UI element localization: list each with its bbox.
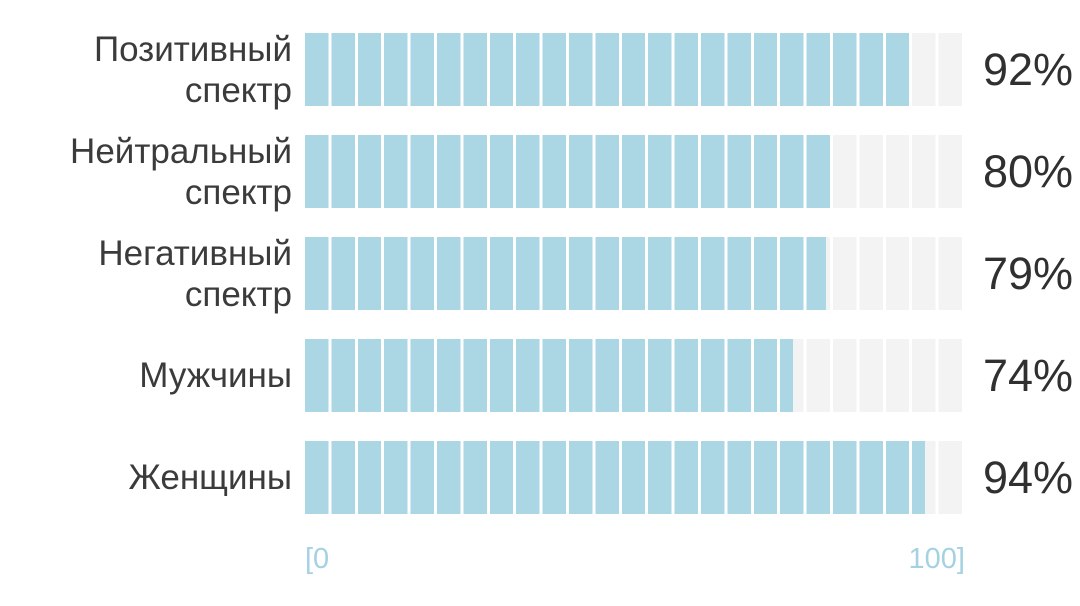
bar-track	[305, 33, 965, 106]
chart-row: Мужчины 74%	[0, 339, 1080, 412]
category-label: Женщины	[128, 458, 292, 497]
bar-gridlines	[305, 135, 965, 208]
axis-min-label: [0	[305, 543, 330, 575]
value-label: 80%	[983, 145, 1074, 197]
x-axis: [0 100]	[305, 543, 965, 576]
value-label: 79%	[983, 247, 1074, 299]
axis-max-label: 100]	[908, 543, 965, 575]
bar-gridlines	[305, 441, 965, 514]
category-label: Позитивный спектр	[93, 29, 292, 110]
value-label: 94%	[983, 451, 1074, 503]
chart-row: Позитивный спектр 92%	[0, 30, 1080, 110]
category-label: Нейтральный спектр	[70, 131, 292, 212]
chart-row: Женщины 94%	[0, 441, 1080, 514]
chart-row: Негативный спектр 79%	[0, 234, 1080, 314]
category-label: Мужчины	[139, 356, 292, 395]
bar-gridlines	[305, 33, 965, 106]
category-label: Негативный спектр	[98, 233, 292, 314]
chart-row: Нейтральный спектр 80%	[0, 132, 1080, 212]
bar-track	[305, 339, 965, 412]
bar-gridlines	[305, 339, 965, 412]
bar-track	[305, 135, 965, 208]
bar-track	[305, 237, 965, 310]
bar-chart: Позитивный спектр 92% Нейтральный спектр…	[0, 30, 1080, 576]
bar-gridlines	[305, 237, 965, 310]
bar-track	[305, 441, 965, 514]
value-label: 74%	[983, 349, 1074, 401]
value-label: 92%	[983, 43, 1074, 95]
